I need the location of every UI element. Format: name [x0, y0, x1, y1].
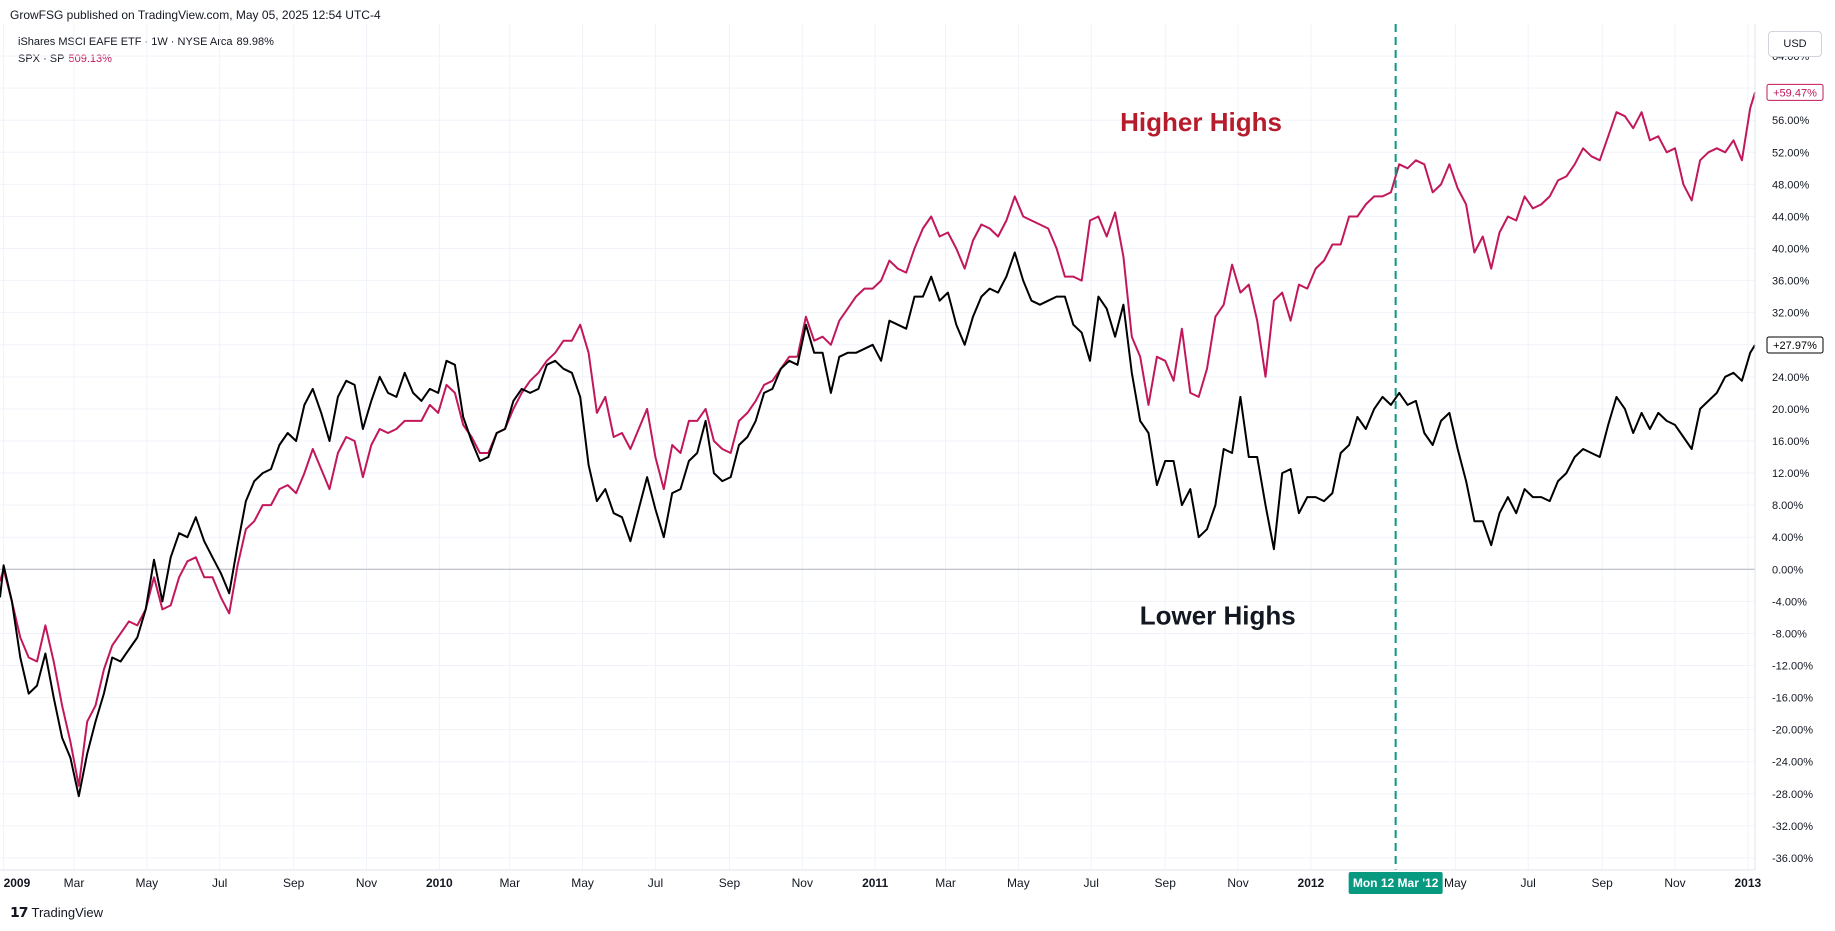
y-tick-label: -8.00%: [1772, 628, 1807, 640]
last-value-label: +59.47%: [1773, 87, 1817, 99]
x-tick-label: Jul: [212, 876, 227, 890]
y-tick-label: 52.00%: [1772, 147, 1810, 159]
y-tick-label: 4.00%: [1772, 532, 1803, 544]
x-tick-label: May: [1007, 876, 1030, 890]
y-tick-label: 0.00%: [1772, 564, 1803, 576]
y-tick-label: -32.00%: [1772, 821, 1813, 833]
tradingview-logo: 𝟭𝟳 TradingView: [10, 904, 103, 921]
y-tick-label: -36.00%: [1772, 853, 1813, 865]
y-tick-label: 36.00%: [1772, 276, 1810, 288]
x-tick-label: 2013: [1734, 876, 1761, 890]
last-value-badge: [1766, 336, 1824, 354]
x-tick-label: 2010: [426, 876, 453, 890]
annotation-layer: Higher Highs Lower Highs: [1120, 107, 1296, 630]
y-tick-label: 12.00%: [1772, 468, 1810, 480]
y-tick-label: -16.00%: [1772, 693, 1813, 705]
y-axis[interactable]: 64.00%60.00%56.00%52.00%48.00%44.00%40.0…: [1754, 24, 1824, 870]
x-tick-label: Jul: [1520, 876, 1535, 890]
x-tick-label: Sep: [283, 876, 305, 890]
x-tick-label: 2009: [4, 876, 31, 890]
y-tick-label: -24.00%: [1772, 757, 1813, 769]
tradingview-mark-icon: 𝟭𝟳: [10, 904, 29, 920]
x-tick-label: 2011: [862, 876, 888, 890]
y-tick-label: 24.00%: [1772, 372, 1810, 384]
y-tick-label: 40.00%: [1772, 244, 1810, 256]
y-tick-label: 44.00%: [1772, 211, 1810, 223]
annotation-higher-highs: Higher Highs: [1120, 107, 1282, 137]
x-tick-label: 2012: [1298, 876, 1325, 890]
y-tick-label: 48.00%: [1772, 179, 1810, 191]
x-tick-label: Mar: [499, 876, 520, 890]
x-tick-label: Nov: [792, 876, 813, 890]
crosshair-date-label: Mon 12 Mar '12: [1353, 876, 1439, 890]
series-layer: [0, 92, 1756, 798]
legend-efa-name: iShares MSCI EAFE ETF · 1W · NYSE Arca: [18, 36, 233, 48]
legend-row-efa[interactable]: iShares MSCI EAFE ETF · 1W · NYSE Arca 89…: [18, 34, 274, 51]
x-tick-label: Mar: [935, 876, 956, 890]
last-value-badge: [1766, 83, 1824, 101]
y-tick-label: -20.00%: [1772, 725, 1813, 737]
x-tick-label: Sep: [1592, 876, 1614, 890]
x-tick-label: Jul: [1084, 876, 1099, 890]
y-tick-label: -28.00%: [1772, 789, 1813, 801]
x-tick-label: Sep: [719, 876, 741, 890]
y-tick-label: 16.00%: [1772, 436, 1810, 448]
x-tick-label: Nov: [1664, 876, 1685, 890]
y-tick-label: 56.00%: [1772, 115, 1810, 127]
publisher-line: GrowFSG published on TradingView.com, Ma…: [10, 8, 381, 22]
y-tick-label: -4.00%: [1772, 596, 1807, 608]
y-tick-label: 32.00%: [1772, 308, 1810, 320]
x-tick-label: May: [136, 876, 159, 890]
tradingview-brand: TradingView: [31, 905, 104, 920]
x-axis[interactable]: 2009 Mar May Jul Sep Nov 2010 Mar May Jul Sep Nov 20…: [0, 869, 1762, 894]
x-tick-label: Jul: [648, 876, 663, 890]
grid: [0, 24, 1755, 870]
currency-button[interactable]: USD: [1768, 31, 1822, 57]
last-value-label: +27.97%: [1773, 340, 1817, 352]
x-tick-label: May: [571, 876, 594, 890]
x-tick-label: Sep: [1155, 876, 1177, 890]
efa-line[interactable]: [0, 251, 1756, 798]
annotation-lower-highs: Lower Highs: [1140, 600, 1296, 630]
x-tick-label: May: [1444, 876, 1467, 890]
y-tick-label: 20.00%: [1772, 404, 1810, 416]
x-tick-label: Nov: [356, 876, 377, 890]
y-tick-label: -12.00%: [1772, 661, 1813, 673]
legend-efa-value: 89.98%: [236, 36, 274, 48]
x-tick-label: Mar: [64, 876, 85, 890]
spx-line[interactable]: [0, 92, 1756, 787]
y-tick-label: 8.00%: [1772, 500, 1803, 512]
x-tick-label: Nov: [1227, 876, 1248, 890]
crosshair-date-badge: [1348, 872, 1443, 894]
